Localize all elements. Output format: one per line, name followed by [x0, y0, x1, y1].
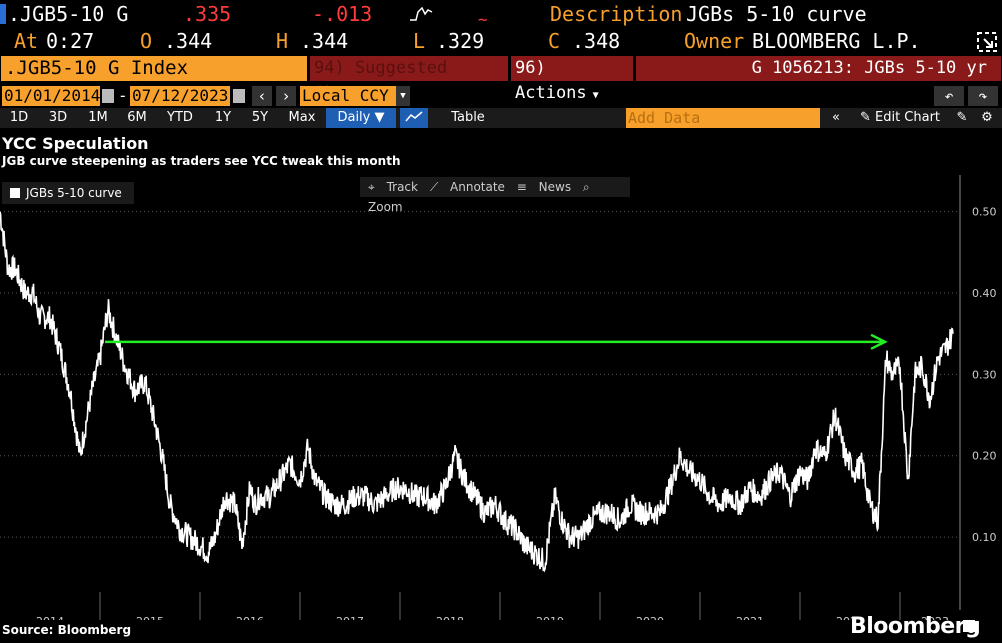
frequency-value: Daily: [337, 110, 371, 125]
x-tick-label: 2023: [921, 615, 949, 620]
low-value: .329: [436, 29, 485, 53]
low-label: L: [413, 29, 426, 53]
next-range-button[interactable]: ›: [276, 86, 296, 106]
edit-chart-label: Edit Chart: [875, 110, 941, 125]
high-label: H: [276, 29, 289, 53]
quote-stats: At 0:27 O .344 H .344 L .329 C .348 Owne…: [0, 29, 1002, 55]
currency-value: Local CCY: [302, 86, 389, 105]
calendar-icon[interactable]: [233, 89, 245, 103]
x-tick-label: 2014: [36, 615, 64, 620]
actions-label: 96) Actions: [515, 58, 587, 103]
quote-header: .JGB5-10 G .335 -.013 ~ Description JGBs…: [0, 0, 1002, 29]
edit-chart-button[interactable]: ✎ Edit Chart: [852, 108, 948, 128]
more-icon[interactable]: ⚙: [981, 110, 993, 125]
track-label: Track: [386, 180, 418, 194]
add-data-input[interactable]: Add Data: [626, 108, 820, 128]
annotate-button[interactable]: ⟋ Annotate: [429, 180, 505, 194]
dropdown-arrow-icon: ▼: [396, 86, 410, 106]
security-identifier: G 1056213: JGBs 5-10 yr: [636, 56, 1001, 81]
security-field[interactable]: .JGB5-10 G Index: [1, 56, 307, 81]
annotate-label: Annotate: [450, 180, 505, 194]
add-data-placeholder: Add Data: [628, 109, 701, 127]
actions-menu[interactable]: 96) Actions ▼: [511, 56, 633, 103]
net-change: -.013: [312, 2, 373, 26]
line-chart[interactable]: 0.10 0.20 0.30 0.40 0.50 2014 2015 2016 2017 2018…: [0, 175, 1002, 620]
trend-tilde-icon: ~: [478, 10, 488, 29]
calendar-icon[interactable]: [102, 89, 114, 103]
chart-tools: ⌖ Track ⟋ Annotate ≡ News ⌕ Zoom: [360, 177, 630, 214]
period-tab-max[interactable]: Max: [288, 110, 316, 125]
chart-title: YCC Speculation: [2, 134, 149, 153]
x-tick-label: 2020: [636, 615, 664, 620]
last-price: .335: [183, 2, 232, 26]
y-tick-label: 0.20: [972, 450, 997, 463]
legend-label: JGBs 5-10 curve: [26, 186, 122, 200]
x-tick-label: 2018: [436, 615, 464, 620]
close-value: .348: [572, 29, 621, 53]
period-tab-1m[interactable]: 1M: [88, 110, 108, 125]
period-tab-3d[interactable]: 3D: [48, 110, 68, 125]
high-value: .344: [300, 29, 349, 53]
description-label: Description: [550, 2, 683, 26]
ticker-label[interactable]: .JGB5-10 G: [8, 2, 129, 26]
description-value: JGBs 5-10 curve: [686, 2, 867, 26]
close-label: C: [548, 29, 561, 53]
period-tab-1d[interactable]: 1D: [9, 110, 29, 125]
collapse-icon[interactable]: «: [832, 110, 840, 125]
security-color-marker: [0, 4, 6, 24]
zoom-button[interactable]: ⌕ Zoom: [368, 180, 590, 214]
x-tick-label: 2019: [536, 615, 564, 620]
table-button[interactable]: Table: [451, 110, 485, 125]
undo-icon[interactable]: ↶: [934, 86, 964, 106]
x-tick-label: 2015: [136, 615, 164, 620]
suggested-charts-button[interactable]: 94) Suggested Charts: [310, 56, 508, 103]
news-button[interactable]: ≡ News: [516, 180, 572, 194]
expand-icon[interactable]: [976, 31, 998, 53]
redo-icon[interactable]: ↷: [968, 86, 998, 106]
series-line-jgbs-5-10-curve: [0, 211, 954, 573]
prev-range-button[interactable]: ‹: [252, 86, 272, 106]
news-label: News: [538, 180, 572, 194]
dropdown-arrow-icon: ▼: [374, 110, 385, 125]
end-date-input[interactable]: 07/12/2023: [130, 86, 230, 106]
legend-swatch: [10, 188, 20, 198]
y-tick-label: 0.40: [972, 287, 997, 300]
x-tick-label: 2017: [336, 615, 364, 620]
period-tab-6m[interactable]: 6M: [127, 110, 147, 125]
dropdown-arrow-icon: ▼: [592, 90, 599, 101]
settings-icon[interactable]: ✎: [956, 110, 968, 125]
y-tick-label: 0.50: [972, 206, 997, 219]
start-date-input[interactable]: 01/01/2014: [2, 86, 101, 106]
y-tick-label: 0.10: [972, 531, 997, 544]
chart-subtitle: JGB curve steepening as traders see YCC …: [2, 154, 401, 168]
zoom-label: Zoom: [368, 200, 403, 214]
period-tab-1y[interactable]: 1Y: [214, 110, 232, 125]
track-button[interactable]: ⌖ Track: [368, 180, 418, 194]
owner-label: Owner: [684, 29, 745, 53]
open-value: .344: [164, 29, 213, 53]
bloomberg-logo: Bloomberg: [850, 614, 981, 639]
frequency-select[interactable]: Daily ▼: [326, 108, 396, 128]
chart-legend[interactable]: JGBs 5-10 curve: [2, 182, 134, 204]
x-tick-label: 2022: [836, 615, 864, 620]
open-label: O: [140, 29, 153, 53]
logo-mark-icon: [963, 620, 975, 632]
period-tab-ytd[interactable]: YTD: [167, 110, 193, 125]
date-separator: -: [118, 86, 128, 105]
owner-value: BLOOMBERG L.P.: [752, 29, 921, 53]
at-value: 0:27: [46, 29, 95, 53]
currency-select[interactable]: Local CCY ▼: [300, 86, 410, 106]
annotation-arrow-head: [870, 333, 888, 350]
at-label: At: [14, 29, 39, 53]
chart-type-icon[interactable]: [400, 108, 428, 128]
y-tick-label: 0.30: [972, 368, 997, 381]
x-tick-label: 2021: [736, 615, 764, 620]
source-note: Source: Bloomberg: [2, 623, 132, 637]
x-tick-label: 2016: [236, 615, 264, 620]
period-tab-5y[interactable]: 5Y: [251, 110, 269, 125]
sparkline-icon: [410, 6, 433, 21]
edit-icon: ✎: [859, 110, 871, 125]
